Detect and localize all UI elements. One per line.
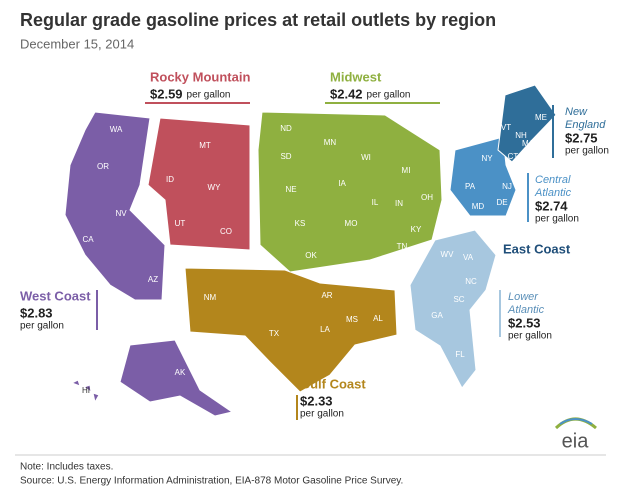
state-label: AZ: [148, 275, 158, 284]
logo-arc: [559, 418, 593, 425]
state-label: CO: [220, 227, 232, 236]
state-label: NE: [285, 185, 296, 194]
state-label: TX: [269, 329, 280, 338]
region-name: Midwest: [330, 69, 382, 84]
state-label: PA: [465, 182, 476, 191]
price-unit: per gallon: [300, 409, 344, 420]
state-label: KS: [295, 219, 306, 228]
state-label: OR: [97, 162, 109, 171]
state-label: ID: [166, 175, 174, 184]
state-label: NM: [204, 293, 217, 302]
state-label: CT: [508, 152, 519, 161]
subtitle: December 15, 2014: [20, 36, 134, 51]
region-name: New: [565, 106, 588, 118]
state-label: WV: [441, 250, 455, 259]
state-label: NH: [515, 131, 527, 140]
state-label: MT: [199, 141, 211, 150]
price: $2.75: [565, 130, 598, 145]
region-shape: [147, 117, 251, 251]
state-label: NV: [115, 209, 127, 218]
price: $2.59: [150, 86, 183, 101]
state-label: MS: [346, 315, 358, 324]
price-unit: per gallon: [20, 321, 64, 332]
state-label: AR: [321, 291, 332, 300]
region-shape: [409, 229, 497, 389]
region-shape: [257, 111, 443, 273]
price-unit: per gallon: [187, 90, 231, 101]
region-name: Gulf Coast: [300, 376, 366, 391]
state-label: WA: [110, 125, 123, 134]
state-label: LA: [320, 325, 330, 334]
state-label: MD: [472, 202, 485, 211]
region-shape: [92, 392, 100, 404]
state-label: NY: [481, 154, 493, 163]
state-label: DE: [496, 198, 507, 207]
price-unit: per gallon: [565, 146, 609, 157]
price: $2.33: [300, 393, 333, 408]
state-label: MN: [324, 138, 337, 147]
title: Regular grade gasoline prices at retail …: [20, 10, 496, 30]
state-label: UT: [175, 219, 186, 228]
state-label: OH: [421, 193, 433, 202]
state-label: IL: [372, 198, 379, 207]
region-name: Lower: [508, 291, 539, 303]
state-label: MA: [522, 139, 535, 148]
region-shape: [184, 267, 398, 393]
note: Note: Includes taxes.: [20, 462, 113, 473]
east-coast-label: East Coast: [503, 241, 571, 256]
state-label: ND: [280, 124, 292, 133]
state-label: VT: [501, 123, 511, 132]
price-unit: per gallon: [508, 331, 552, 342]
state-label: RI: [525, 154, 533, 163]
state-label: CA: [82, 235, 94, 244]
state-label: WY: [208, 183, 222, 192]
region-shape: [82, 384, 92, 394]
price: $2.42: [330, 86, 363, 101]
price: $2.83: [20, 305, 53, 320]
state-label: KY: [411, 225, 422, 234]
state-label: WI: [361, 153, 371, 162]
state-label: SD: [280, 152, 291, 161]
region-name: Rocky Mountain: [150, 69, 250, 84]
source: Source: U.S. Energy Information Administ…: [20, 476, 403, 487]
region-name: Atlantic: [534, 187, 572, 199]
state-label: VA: [463, 253, 474, 262]
state-label: AL: [373, 314, 383, 323]
region-shape: [119, 339, 234, 417]
state-label: IA: [338, 179, 346, 188]
region-name: West Coast: [20, 288, 91, 303]
state-label: OK: [305, 251, 317, 260]
price: $2.53: [508, 315, 541, 330]
price: $2.74: [535, 198, 568, 213]
state-label: TN: [397, 242, 408, 251]
price-unit: per gallon: [367, 90, 411, 101]
state-label: NC: [465, 277, 477, 286]
state-label: IN: [395, 199, 403, 208]
region-shape: [497, 84, 557, 163]
logo: eia: [562, 430, 590, 452]
state-label: SC: [453, 295, 464, 304]
region-shape: [70, 379, 81, 387]
state-label: GA: [431, 311, 443, 320]
region-shape: [64, 111, 166, 301]
state-label: MI: [402, 166, 411, 175]
state-label: MO: [345, 219, 358, 228]
region-name: Central: [535, 174, 571, 186]
price-unit: per gallon: [535, 214, 579, 225]
region-name: England: [565, 119, 606, 131]
state-label: HI: [82, 386, 90, 395]
state-label: AK: [175, 368, 186, 377]
region-name: Atlantic: [507, 304, 545, 316]
state-label: FL: [455, 350, 465, 359]
state-label: NJ: [502, 182, 512, 191]
state-label: ME: [535, 113, 547, 122]
